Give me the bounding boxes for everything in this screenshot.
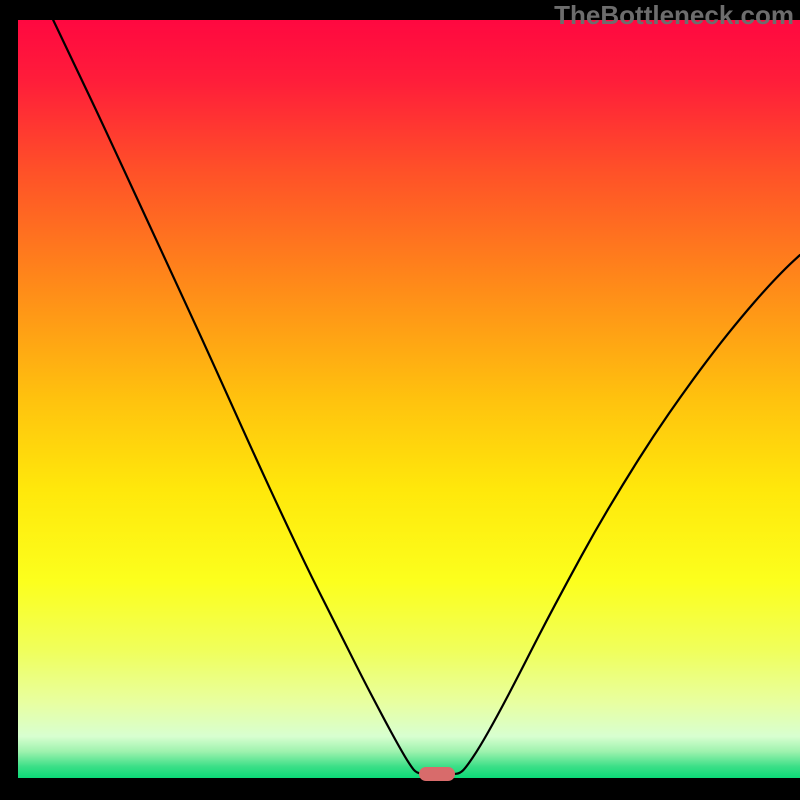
canvas: TheBottleneck.com <box>0 0 800 800</box>
watermark-text: TheBottleneck.com <box>554 0 794 31</box>
curve-layer <box>18 20 800 778</box>
bottleneck-curve <box>53 20 800 774</box>
optimal-range-marker <box>419 767 455 781</box>
chart-plot-area <box>18 20 800 778</box>
